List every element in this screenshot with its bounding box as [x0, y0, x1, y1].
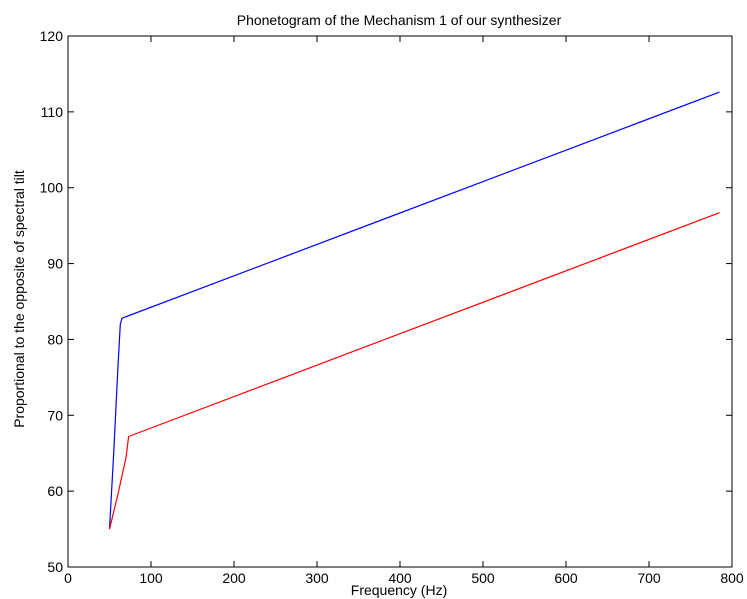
x-tick-label: 100: [139, 570, 163, 586]
y-tick-label: 80: [47, 331, 63, 347]
y-tick-label: 50: [47, 559, 63, 575]
y-tick-label: 110: [41, 104, 64, 120]
x-tick-label: 700: [637, 570, 661, 586]
x-axis-ticks: 0 100 200 300 400 500 600 700 800: [64, 36, 744, 586]
x-tick-label: 500: [471, 570, 495, 586]
y-tick-label: 60: [47, 483, 63, 499]
x-tick-label: 800: [720, 570, 744, 586]
x-tick-label: 0: [64, 570, 72, 586]
x-tick-label: 300: [305, 570, 329, 586]
y-tick-label: 100: [40, 180, 64, 196]
series-line-red: [108, 212, 720, 530]
x-tick-label: 600: [554, 570, 578, 586]
x-tick-label: 400: [388, 570, 412, 586]
y-tick-label: 90: [47, 256, 63, 272]
y-axis-ticks: 50 60 70 80 90 100 110 120: [40, 28, 732, 575]
y-tick-label: 120: [40, 28, 64, 44]
y-axis-label: Proportional to the opposite of spectral…: [11, 170, 27, 428]
chart-title: Phonetogram of the Mechanism 1 of our sy…: [237, 12, 562, 28]
y-tick-label: 70: [47, 407, 63, 423]
series-line-blue: [108, 91, 720, 530]
x-tick-label: 200: [222, 570, 246, 586]
series-layer: [108, 91, 720, 530]
x-axis-label: Frequency (Hz): [351, 582, 447, 598]
